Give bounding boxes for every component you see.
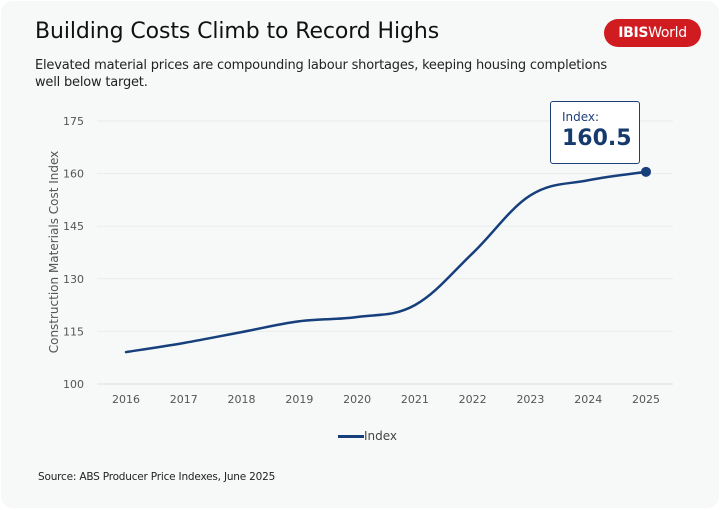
chart-subtitle: Elevated material prices are compounding… — [35, 58, 607, 90]
legend[interactable]: Index — [338, 429, 397, 443]
x-tick-label: 2017 — [170, 393, 198, 406]
data-point-2025[interactable] — [641, 166, 651, 177]
y-tick-label: 100 — [63, 378, 84, 391]
series-line-index — [124, 170, 648, 354]
logo-regular-text: World — [648, 25, 687, 41]
x-tick-label: 2023 — [516, 393, 544, 406]
y-tick-label: 175 — [63, 115, 84, 128]
value-tooltip: Index: 160.5 — [550, 101, 640, 164]
legend-swatch-index — [338, 434, 364, 438]
x-tick-label: 2019 — [285, 393, 313, 406]
x-axis-ticks: 2016 2017 2018 2019 2020 2021 2022 2023 2024 2025 — [112, 393, 660, 406]
y-tick-label: 145 — [63, 220, 84, 233]
x-tick-label: 2018 — [228, 393, 256, 406]
tooltip-label: Index: — [562, 110, 600, 124]
x-tick-label: 2022 — [459, 393, 487, 406]
y-axis-label: Construction Materials Cost Index — [47, 151, 61, 354]
y-axis-ticks: 100 115 130 145 160 175 — [63, 115, 84, 391]
x-tick-label: 2021 — [401, 393, 429, 406]
x-tick-label: 2024 — [574, 393, 602, 406]
y-tick-label: 160 — [63, 168, 84, 181]
source-note: Source: ABS Producer Price Indexes, June… — [38, 471, 276, 483]
x-tick-label: 2016 — [112, 393, 140, 406]
x-tick-label: 2020 — [343, 393, 371, 406]
legend-label-index: Index — [364, 429, 398, 443]
ibisworld-logo: IBIS World — [604, 19, 701, 47]
tooltip-value: 160.5 — [562, 126, 632, 151]
logo-bold-text: IBIS — [618, 25, 649, 41]
chart-title: Building Costs Climb to Record Highs — [35, 19, 440, 44]
y-tick-label: 115 — [63, 325, 84, 338]
y-tick-label: 130 — [63, 273, 84, 286]
x-tick-label: 2025 — [632, 393, 660, 406]
